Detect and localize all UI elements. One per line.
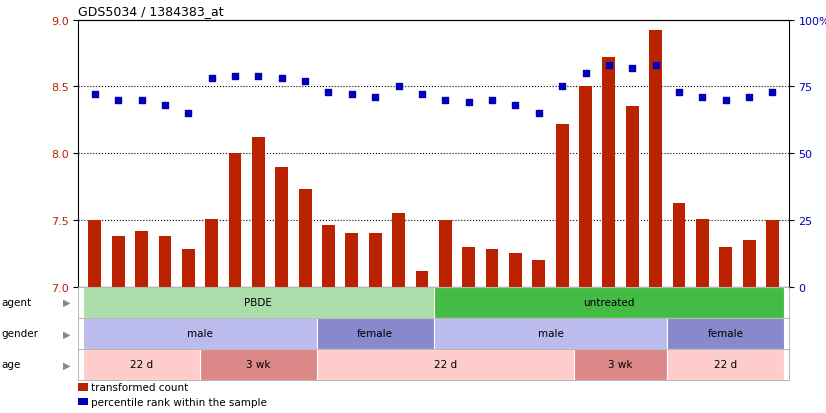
- Bar: [78, 398, 88, 405]
- Text: female: female: [708, 328, 743, 339]
- Point: [415, 92, 429, 99]
- Point: [556, 84, 569, 90]
- Bar: [533, 260, 545, 287]
- Point: [602, 63, 615, 69]
- Text: male: male: [538, 328, 563, 339]
- Bar: [626, 107, 638, 287]
- Point: [766, 89, 779, 96]
- Bar: [574, 349, 667, 380]
- Point: [229, 73, 242, 80]
- Bar: [205, 219, 218, 287]
- Bar: [275, 167, 288, 287]
- Bar: [766, 221, 779, 287]
- Bar: [719, 247, 732, 287]
- Bar: [649, 31, 662, 287]
- Bar: [78, 383, 88, 391]
- Text: 22 d: 22 d: [714, 359, 738, 370]
- Point: [392, 84, 406, 90]
- Bar: [434, 287, 784, 318]
- Point: [486, 97, 499, 104]
- Bar: [672, 203, 686, 287]
- Text: age: age: [2, 359, 21, 370]
- Bar: [182, 250, 195, 287]
- Bar: [345, 234, 358, 287]
- Bar: [368, 234, 382, 287]
- Point: [135, 97, 148, 104]
- Point: [462, 100, 475, 107]
- Text: agent: agent: [2, 297, 31, 308]
- Text: ▶: ▶: [63, 297, 70, 308]
- Bar: [83, 349, 200, 380]
- Bar: [486, 250, 499, 287]
- Text: percentile rank within the sample: percentile rank within the sample: [91, 396, 267, 407]
- Point: [182, 111, 195, 117]
- Text: 3 wk: 3 wk: [246, 359, 271, 370]
- Point: [88, 92, 102, 99]
- Point: [298, 78, 311, 85]
- Text: female: female: [357, 328, 393, 339]
- Text: male: male: [187, 328, 213, 339]
- Text: 22 d: 22 d: [434, 359, 457, 370]
- Point: [322, 89, 335, 96]
- Point: [275, 76, 288, 83]
- Bar: [200, 349, 317, 380]
- Bar: [602, 58, 615, 287]
- Bar: [159, 236, 171, 287]
- Point: [532, 111, 545, 117]
- Text: untreated: untreated: [583, 297, 634, 308]
- Bar: [392, 214, 405, 287]
- Text: 3 wk: 3 wk: [608, 359, 633, 370]
- Bar: [556, 125, 568, 287]
- Bar: [667, 349, 784, 380]
- Point: [345, 92, 358, 99]
- Text: ▶: ▶: [63, 328, 70, 339]
- Point: [112, 97, 125, 104]
- Point: [205, 76, 218, 83]
- Bar: [434, 318, 667, 349]
- Bar: [252, 138, 265, 287]
- Bar: [83, 318, 317, 349]
- Point: [672, 89, 686, 96]
- Bar: [317, 349, 574, 380]
- Bar: [509, 254, 522, 287]
- Text: 22 d: 22 d: [130, 359, 153, 370]
- Point: [579, 71, 592, 77]
- Point: [509, 102, 522, 109]
- Text: transformed count: transformed count: [91, 382, 188, 392]
- Bar: [88, 221, 102, 287]
- Point: [625, 65, 638, 72]
- Point: [252, 73, 265, 80]
- Bar: [579, 87, 592, 287]
- Bar: [322, 226, 335, 287]
- Text: GDS5034 / 1384383_at: GDS5034 / 1384383_at: [78, 5, 224, 18]
- Text: PBDE: PBDE: [244, 297, 273, 308]
- Bar: [135, 231, 148, 287]
- Bar: [667, 318, 784, 349]
- Text: gender: gender: [2, 328, 39, 339]
- Point: [159, 102, 172, 109]
- Bar: [229, 154, 241, 287]
- Bar: [317, 318, 434, 349]
- Text: ▶: ▶: [63, 359, 70, 370]
- Bar: [78, 287, 780, 343]
- Bar: [415, 271, 429, 287]
- Point: [439, 97, 452, 104]
- Bar: [112, 236, 125, 287]
- Point: [719, 97, 733, 104]
- Point: [368, 95, 382, 101]
- Bar: [696, 219, 709, 287]
- Point: [649, 63, 662, 69]
- Point: [743, 95, 756, 101]
- Bar: [743, 240, 756, 287]
- Point: [695, 95, 709, 101]
- Bar: [83, 287, 434, 318]
- Bar: [299, 190, 311, 287]
- Bar: [439, 221, 452, 287]
- Bar: [463, 247, 475, 287]
